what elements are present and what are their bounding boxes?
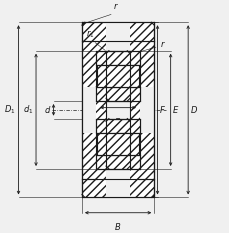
Bar	[96, 87, 139, 101]
Bar	[106, 22, 130, 197]
Text: $B_3$: $B_3$	[113, 116, 124, 129]
Bar	[96, 119, 139, 133]
Bar	[82, 22, 154, 197]
Text: $B$: $B$	[114, 222, 121, 233]
Text: $d$: $d$	[44, 104, 51, 115]
Bar	[96, 155, 139, 169]
Text: $r$: $r$	[112, 1, 118, 11]
Text: $r$: $r$	[159, 39, 165, 49]
Text: $r_1$: $r_1$	[86, 28, 95, 40]
Bar	[97, 65, 138, 87]
Text: $d_1$: $d_1$	[23, 104, 33, 116]
Bar	[139, 87, 154, 133]
Bar	[97, 133, 138, 155]
Text: $F$: $F$	[158, 104, 166, 115]
Text: $E$: $E$	[172, 104, 179, 115]
Bar	[82, 87, 96, 133]
Bar	[96, 51, 139, 65]
Text: $D_1$: $D_1$	[4, 104, 15, 116]
Text: $D$: $D$	[189, 104, 197, 115]
